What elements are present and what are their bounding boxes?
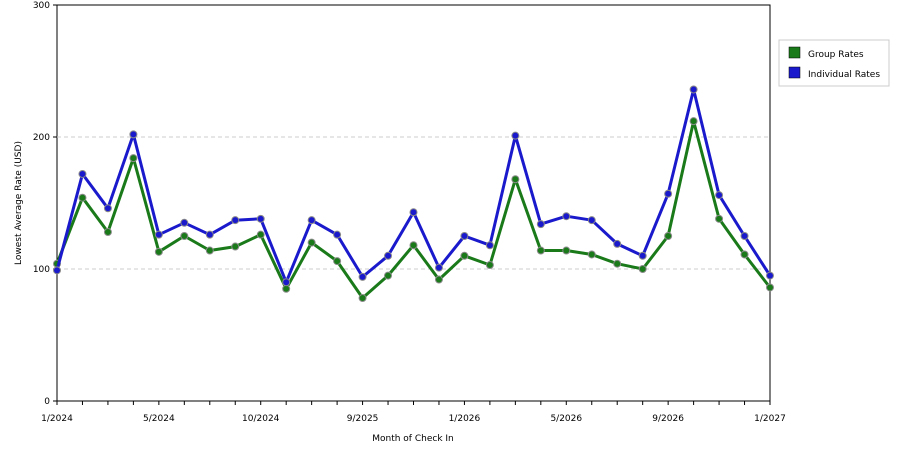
- series-group: [53, 85, 774, 303]
- group-rates-point: [740, 250, 749, 259]
- y-tick-label: 200: [33, 133, 50, 143]
- group-rates-point: [205, 246, 214, 255]
- individual-rates-point: [154, 230, 163, 239]
- individual-rates-point: [333, 230, 342, 239]
- individual-rates-point: [613, 239, 622, 248]
- individual-rates-point: [485, 241, 494, 250]
- individual-rates-point: [587, 216, 596, 225]
- x-tick-label: 9/2026: [652, 414, 684, 424]
- individual-rates-point: [103, 204, 112, 213]
- individual-rates-point: [129, 130, 138, 139]
- individual-rates-point: [409, 208, 418, 217]
- group-rates-point: [766, 283, 774, 292]
- legend-label-group: Group Rates: [808, 50, 864, 60]
- individual-rates-point: [664, 189, 673, 198]
- x-axis: 1/2024 5/2024 10/2024 9/2025 1/2026 5/2026 9/2…: [41, 401, 786, 424]
- group-rates-point: [282, 284, 291, 293]
- legend: Group Rates Individual Rates: [778, 39, 890, 87]
- group-rates-point: [511, 175, 520, 184]
- individual-rates-point: [282, 278, 291, 287]
- x-tick-label: 1/2024: [41, 414, 73, 424]
- y-axis: 0 100 200 300: [33, 1, 57, 407]
- individual-rates-point: [715, 191, 724, 200]
- individual-rates-point: [231, 216, 240, 225]
- individual-rates-point: [384, 251, 393, 260]
- individual-rates-point: [511, 131, 520, 140]
- group-rates-point: [307, 238, 316, 247]
- individual-rates-point: [53, 266, 61, 275]
- x-tick-label: 5/2024: [143, 414, 175, 424]
- group-rates-point: [715, 214, 724, 223]
- individual-rates-point: [638, 251, 647, 260]
- group-rates-point: [587, 250, 596, 259]
- group-rates-point: [103, 228, 112, 237]
- individual-rates-point: [536, 220, 545, 229]
- y-tick-label: 0: [44, 397, 50, 407]
- x-tick-label: 10/2024: [242, 414, 280, 424]
- group-rates-point: [536, 246, 545, 255]
- group-rates-point: [613, 259, 622, 268]
- group-rates-point: [78, 193, 87, 202]
- group-rates-point: [358, 294, 367, 303]
- group-rates-point: [485, 261, 494, 270]
- group-rates-point: [129, 154, 138, 163]
- x-tick-label: 1/2027: [754, 414, 786, 424]
- group-rates-point: [434, 275, 443, 284]
- x-tick-label: 1/2026: [449, 414, 481, 424]
- individual-rates-point: [460, 232, 469, 240]
- individual-rates-point: [78, 169, 87, 178]
- y-tick-label: 100: [33, 265, 50, 275]
- group-rates-point: [460, 251, 469, 260]
- individual-rates-point: [766, 271, 774, 280]
- group-rates-point: [231, 242, 240, 251]
- group-rates-point: [562, 246, 571, 255]
- plot-area: [56, 4, 771, 402]
- individual-rates-point: [740, 232, 749, 240]
- individual-rates-point: [307, 216, 316, 225]
- individual-rates-point: [689, 85, 698, 94]
- group-rates-point: [154, 247, 163, 256]
- individual-rates-point: [205, 230, 214, 239]
- individual-rates-point: [180, 218, 189, 227]
- individual-rates-point: [434, 263, 443, 272]
- individual-rates-point: [358, 272, 367, 281]
- group-rates-point: [638, 265, 647, 273]
- group-rates-point: [409, 241, 418, 250]
- y-axis-title: Lowest Average Rate (USD): [14, 141, 24, 265]
- group-rates-point: [664, 232, 673, 240]
- legend-label-individual: Individual Rates: [808, 70, 880, 80]
- group-rates-point: [333, 257, 342, 266]
- individual-rates-point: [562, 212, 571, 221]
- x-tick-label: 9/2025: [347, 414, 379, 424]
- group-rates-point: [180, 232, 189, 240]
- x-tick-label: 5/2026: [550, 414, 582, 424]
- legend-swatch-group: [788, 46, 801, 59]
- y-tick-label: 300: [33, 1, 50, 11]
- group-rates-point: [689, 117, 698, 126]
- individual-rates-point: [256, 214, 265, 223]
- group-rates-point: [384, 271, 393, 280]
- legend-swatch-individual: [788, 66, 801, 79]
- x-axis-title: Month of Check In: [372, 434, 454, 444]
- group-rates-point: [256, 230, 265, 239]
